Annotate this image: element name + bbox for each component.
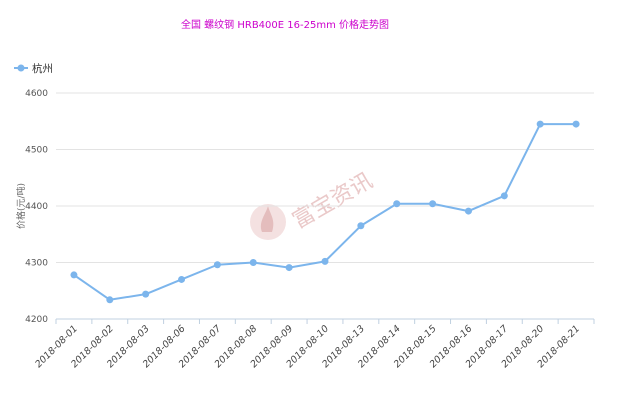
data-point[interactable] — [429, 200, 437, 208]
data-point[interactable] — [106, 296, 114, 304]
data-point[interactable] — [142, 290, 150, 298]
data-point[interactable] — [464, 207, 472, 215]
y-axis: 4200 4300 4400 4500 4600 — [25, 89, 48, 325]
data-point[interactable] — [321, 257, 329, 265]
data-point[interactable] — [70, 271, 78, 279]
chart-title: 全国 螺纹钢 HRB400E 16-25mm 价格走势图 — [181, 18, 389, 31]
series — [70, 120, 580, 304]
legend-marker — [17, 64, 25, 72]
data-point[interactable] — [178, 275, 186, 283]
data-point[interactable] — [249, 259, 257, 266]
data-point[interactable] — [500, 192, 508, 200]
y-axis-label: 价格(元/吨) — [15, 183, 27, 229]
y-tick-label: 4300 — [25, 259, 48, 269]
data-point[interactable] — [572, 120, 580, 128]
data-point[interactable] — [213, 261, 221, 269]
y-tick-label: 4200 — [25, 315, 48, 325]
data-point[interactable] — [536, 120, 544, 128]
legend[interactable]: 杭州 — [14, 62, 53, 75]
data-point[interactable] — [393, 200, 401, 208]
legend-label: 杭州 — [32, 62, 53, 75]
y-tick-label: 4600 — [25, 89, 48, 99]
data-point[interactable] — [357, 222, 365, 230]
flame-shape — [260, 206, 274, 232]
x-axis: 2018-08-012018-08-022018-08-032018-08-06… — [33, 318, 595, 370]
data-point[interactable] — [285, 264, 293, 272]
y-tick-label: 4500 — [25, 146, 48, 156]
y-tick-label: 4400 — [25, 202, 48, 212]
grid — [56, 92, 594, 320]
